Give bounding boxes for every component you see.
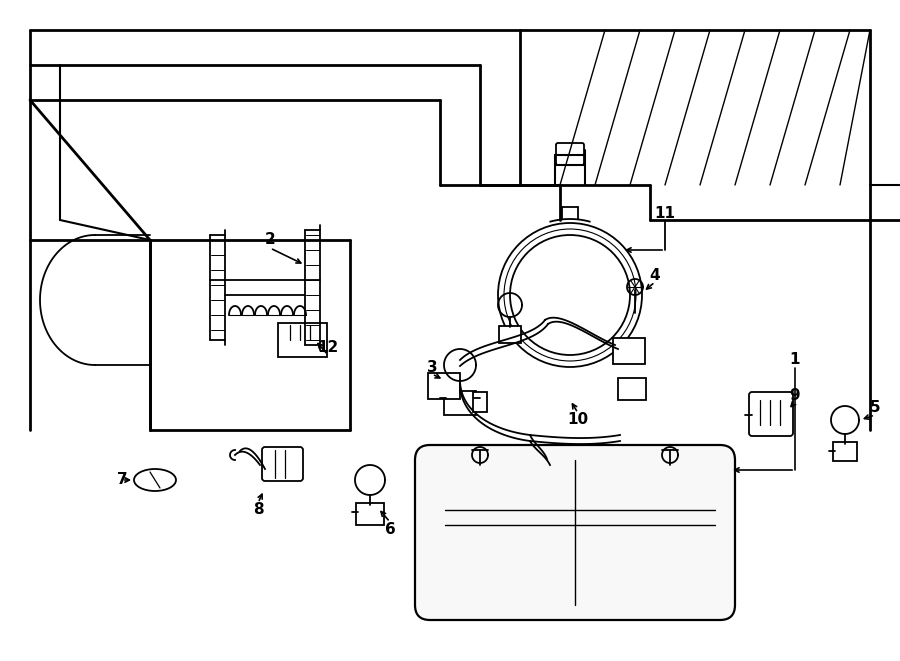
Text: 3: 3 (427, 360, 437, 375)
FancyBboxPatch shape (278, 323, 327, 357)
FancyBboxPatch shape (428, 373, 460, 399)
FancyBboxPatch shape (262, 447, 303, 481)
FancyBboxPatch shape (833, 442, 857, 461)
Ellipse shape (134, 469, 176, 491)
Text: 8: 8 (253, 502, 264, 518)
FancyBboxPatch shape (415, 445, 735, 620)
Text: 2: 2 (265, 233, 275, 247)
FancyBboxPatch shape (499, 326, 521, 343)
Circle shape (498, 223, 642, 367)
FancyBboxPatch shape (613, 338, 645, 364)
Text: 1: 1 (790, 352, 800, 368)
Text: 9: 9 (789, 387, 800, 403)
FancyBboxPatch shape (556, 143, 584, 165)
FancyBboxPatch shape (444, 391, 476, 415)
Text: 11: 11 (654, 206, 676, 221)
Text: 4: 4 (650, 268, 661, 282)
Text: 12: 12 (318, 340, 338, 356)
FancyBboxPatch shape (473, 392, 487, 412)
Text: 5: 5 (869, 401, 880, 416)
FancyBboxPatch shape (618, 378, 646, 400)
Text: 10: 10 (567, 412, 589, 428)
Text: 6: 6 (384, 522, 395, 537)
FancyBboxPatch shape (356, 503, 384, 525)
FancyBboxPatch shape (749, 392, 793, 436)
Text: 7: 7 (117, 473, 127, 488)
